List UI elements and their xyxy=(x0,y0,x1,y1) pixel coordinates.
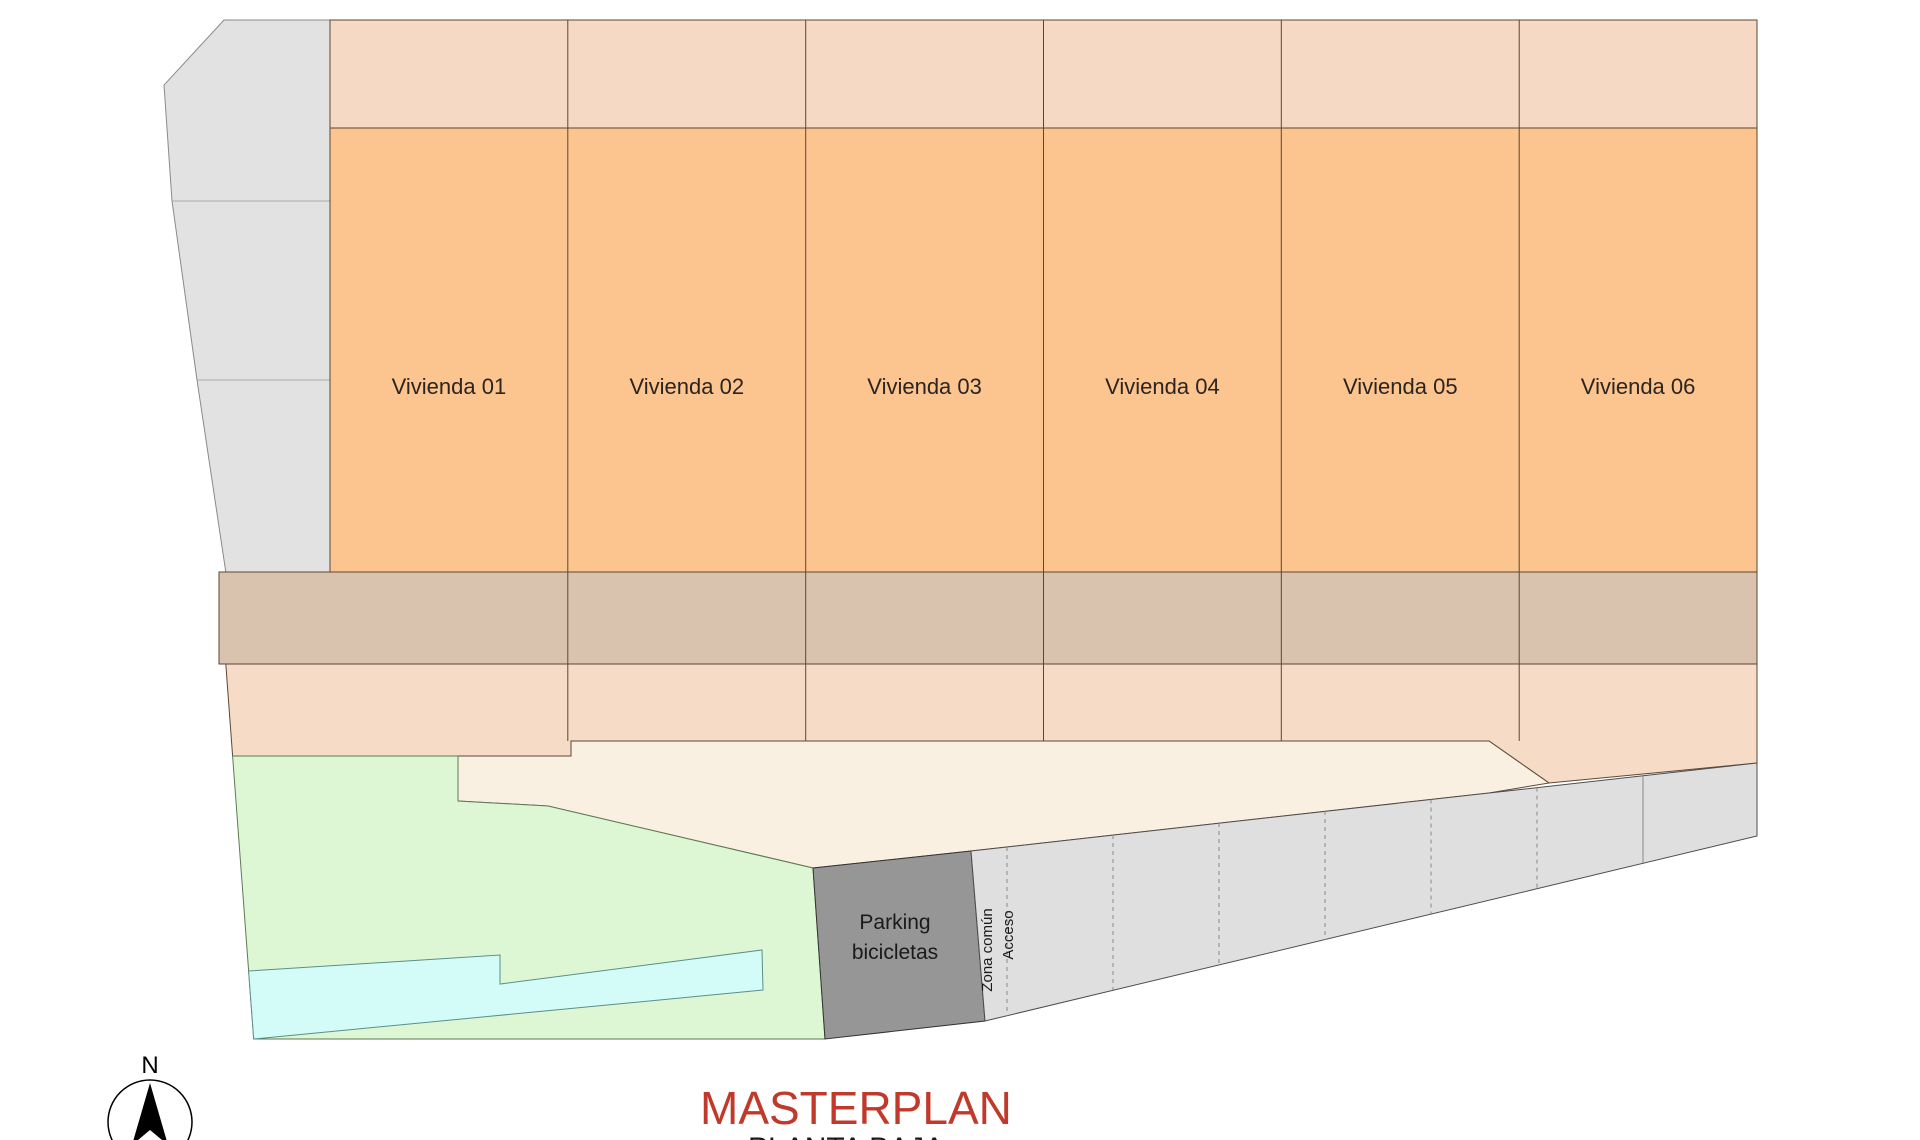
svg-text:PLANTA BAJA: PLANTA BAJA xyxy=(748,1132,944,1140)
svg-text:Vivienda 02: Vivienda 02 xyxy=(630,374,745,399)
svg-text:Vivienda 06: Vivienda 06 xyxy=(1581,374,1696,399)
svg-text:Zona común: Zona común xyxy=(979,908,996,991)
svg-text:Vivienda 01: Vivienda 01 xyxy=(392,374,507,399)
svg-text:N: N xyxy=(141,1052,158,1079)
svg-text:Acceso: Acceso xyxy=(1000,910,1017,959)
svg-text:bicicletas: bicicletas xyxy=(852,941,938,964)
svg-text:MASTERPLAN: MASTERPLAN xyxy=(700,1082,1012,1134)
svg-text:Vivienda 05: Vivienda 05 xyxy=(1343,374,1458,399)
svg-text:Vivienda 04: Vivienda 04 xyxy=(1105,374,1220,399)
svg-text:Parking: Parking xyxy=(859,911,930,934)
svg-text:Vivienda 03: Vivienda 03 xyxy=(867,374,982,399)
